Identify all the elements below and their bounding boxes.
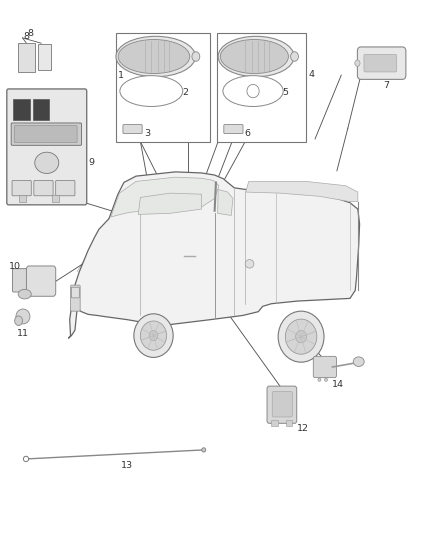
- FancyBboxPatch shape: [313, 357, 336, 377]
- Text: 6: 6: [244, 128, 251, 138]
- Polygon shape: [138, 193, 201, 214]
- FancyBboxPatch shape: [71, 287, 79, 298]
- FancyBboxPatch shape: [11, 123, 81, 146]
- Ellipse shape: [223, 76, 283, 107]
- FancyBboxPatch shape: [272, 391, 292, 417]
- FancyBboxPatch shape: [34, 180, 53, 196]
- Ellipse shape: [290, 52, 298, 61]
- FancyBboxPatch shape: [123, 125, 142, 134]
- Text: 5: 5: [283, 88, 288, 97]
- Text: 11: 11: [17, 329, 29, 338]
- Bar: [19, 195, 26, 201]
- Ellipse shape: [278, 311, 324, 362]
- Bar: [52, 195, 59, 201]
- FancyBboxPatch shape: [14, 126, 77, 143]
- Text: 12: 12: [297, 424, 309, 433]
- Ellipse shape: [220, 39, 288, 74]
- FancyBboxPatch shape: [12, 180, 31, 196]
- Ellipse shape: [23, 456, 28, 462]
- Text: 2: 2: [182, 88, 188, 97]
- Text: 4: 4: [308, 70, 314, 78]
- Ellipse shape: [353, 357, 364, 367]
- Ellipse shape: [245, 260, 254, 268]
- Polygon shape: [218, 189, 233, 215]
- Ellipse shape: [149, 330, 158, 341]
- Text: 8: 8: [28, 29, 34, 38]
- Polygon shape: [68, 172, 360, 338]
- Ellipse shape: [18, 289, 31, 299]
- Text: 13: 13: [121, 462, 133, 470]
- Ellipse shape: [120, 76, 183, 107]
- Ellipse shape: [134, 314, 173, 358]
- FancyBboxPatch shape: [357, 47, 406, 79]
- Ellipse shape: [286, 319, 317, 354]
- Text: 8: 8: [23, 33, 29, 42]
- Bar: [272, 419, 278, 426]
- Ellipse shape: [116, 36, 195, 77]
- Text: 14: 14: [332, 380, 344, 389]
- Ellipse shape: [35, 152, 59, 173]
- FancyBboxPatch shape: [217, 33, 306, 142]
- Bar: [13, 99, 29, 120]
- FancyBboxPatch shape: [18, 43, 35, 72]
- Polygon shape: [111, 177, 219, 217]
- Text: 1: 1: [118, 70, 124, 79]
- Bar: [32, 99, 49, 120]
- FancyBboxPatch shape: [117, 33, 210, 142]
- Polygon shape: [246, 181, 358, 201]
- Ellipse shape: [14, 316, 22, 326]
- FancyBboxPatch shape: [56, 180, 75, 196]
- Text: 3: 3: [144, 128, 150, 138]
- Ellipse shape: [355, 60, 360, 66]
- Ellipse shape: [296, 330, 307, 343]
- FancyBboxPatch shape: [26, 266, 56, 296]
- Text: 9: 9: [88, 158, 94, 167]
- Bar: [286, 419, 292, 426]
- FancyBboxPatch shape: [364, 54, 397, 72]
- Text: 10: 10: [9, 262, 21, 271]
- FancyBboxPatch shape: [71, 285, 80, 311]
- Ellipse shape: [325, 378, 328, 381]
- FancyBboxPatch shape: [224, 125, 243, 134]
- Ellipse shape: [318, 378, 321, 381]
- Ellipse shape: [247, 84, 259, 98]
- Ellipse shape: [118, 39, 190, 74]
- Text: 7: 7: [383, 81, 389, 90]
- FancyBboxPatch shape: [38, 44, 51, 70]
- Ellipse shape: [192, 52, 200, 61]
- Ellipse shape: [218, 36, 294, 77]
- FancyBboxPatch shape: [267, 386, 297, 423]
- Ellipse shape: [202, 448, 206, 452]
- FancyBboxPatch shape: [7, 89, 87, 205]
- Ellipse shape: [16, 309, 30, 324]
- FancyBboxPatch shape: [12, 269, 35, 292]
- Ellipse shape: [141, 321, 166, 350]
